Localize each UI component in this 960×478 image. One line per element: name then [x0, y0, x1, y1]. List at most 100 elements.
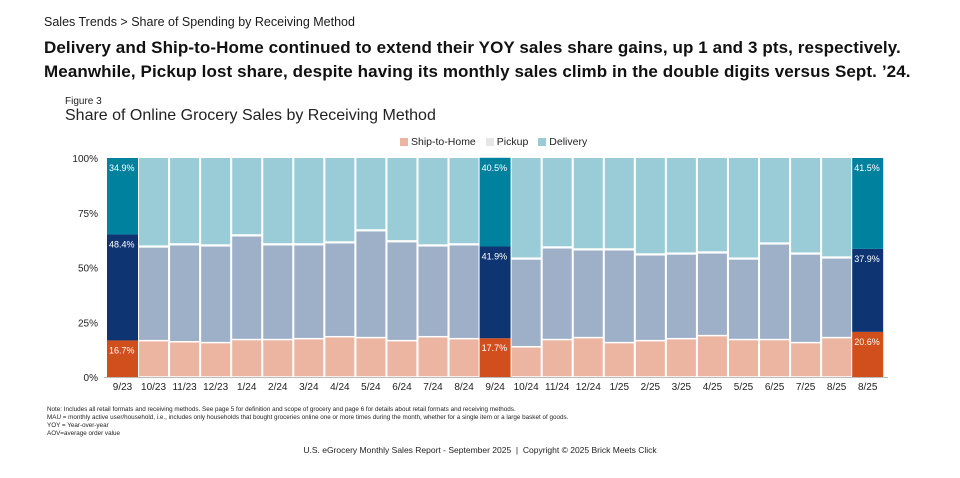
bar-segment-pickup — [573, 250, 603, 337]
bar-segment-delivery — [170, 158, 200, 244]
bar-segment-ship-to-home — [511, 347, 541, 377]
bar-segment-ship-to-home — [263, 340, 293, 377]
bar-segment-pickup — [418, 246, 448, 336]
bar-segment-pickup — [852, 248, 884, 332]
bar-segment-pickup — [325, 243, 355, 336]
x-tick-label: 1/24 — [237, 382, 257, 393]
bar-segment-ship-to-home — [325, 337, 355, 377]
legend-swatch-pickup — [485, 138, 494, 146]
bar-segment-ship-to-home — [449, 339, 479, 377]
x-tick-label: 11/24 — [545, 382, 570, 393]
x-tick-label: 11/23 — [172, 382, 197, 393]
x-tick-label: 3/24 — [299, 382, 319, 393]
bar-segment-ship-to-home — [604, 343, 634, 377]
x-tick-label: 7/25 — [796, 382, 816, 393]
bar-segment-delivery — [325, 158, 355, 242]
bar-segment-ship-to-home — [387, 341, 417, 377]
bar-segment-delivery — [479, 157, 511, 247]
bar-segment-ship-to-home — [852, 331, 884, 377]
y-tick-label: 100% — [72, 154, 98, 165]
bar-segment-pickup — [511, 259, 541, 347]
legend-item-delivery: Delivery — [538, 136, 587, 148]
bar-segment-pickup — [232, 236, 262, 339]
bar-segment-ship-to-home — [573, 338, 603, 377]
bar-segment-delivery — [791, 158, 821, 253]
bar-segment-delivery — [697, 158, 727, 252]
data-label-pickup: 41.9% — [482, 251, 508, 261]
x-tick-label: 1/25 — [610, 382, 630, 393]
y-tick-label: 75% — [78, 209, 98, 220]
bar-segment-pickup — [729, 259, 758, 339]
bar-segment-pickup — [635, 255, 665, 340]
bar-segment-delivery — [201, 158, 231, 245]
x-tick-label: 6/25 — [765, 382, 785, 393]
x-tick-label: 12/24 — [576, 382, 601, 393]
bar-segment-delivery — [822, 158, 852, 257]
data-label-ship-to-home: 17.7% — [482, 343, 508, 353]
bar-segment-pickup — [760, 244, 790, 339]
bar-segment-pickup — [356, 231, 386, 337]
bar-segment-delivery — [418, 158, 448, 245]
bar-segment-delivery — [107, 158, 138, 235]
bar-segment-ship-to-home — [139, 341, 169, 377]
bar-segment-ship-to-home — [479, 338, 511, 377]
x-tick-label: 10/24 — [514, 382, 539, 393]
legend-label-delivery: Delivery — [549, 136, 588, 148]
headline: Delivery and Ship-to-Home continued to e… — [44, 36, 954, 84]
data-label-ship-to-home: 16.7% — [109, 345, 135, 355]
y-tick-label: 25% — [78, 318, 98, 329]
bar-segment-ship-to-home — [760, 340, 790, 377]
data-label-delivery: 34.9% — [109, 163, 135, 173]
bar-segment-delivery — [852, 158, 884, 249]
x-tick-label: 8/25 — [858, 382, 878, 393]
x-tick-label: 3/25 — [672, 382, 692, 393]
footnotes: Note: Includes all retail formats and re… — [47, 406, 568, 438]
bar-segment-ship-to-home — [294, 339, 324, 377]
x-tick-label: 8/25 — [827, 382, 847, 393]
chart-legend: Ship-to-Home Pickup Delivery — [400, 136, 587, 148]
bar-segment-delivery — [666, 158, 696, 253]
bar-segment-delivery — [542, 158, 572, 247]
bar-segment-ship-to-home — [356, 338, 386, 377]
figure-label: Figure 3 — [65, 96, 102, 107]
bar-segment-ship-to-home — [791, 343, 821, 377]
bar-segment-delivery — [294, 158, 324, 244]
bar-segment-ship-to-home — [418, 337, 448, 377]
bar-segment-delivery — [511, 158, 541, 258]
bar-segment-delivery — [232, 158, 262, 235]
data-label-ship-to-home: 20.6% — [854, 337, 880, 347]
bar-segment-pickup — [604, 250, 634, 342]
bar-segment-ship-to-home — [666, 339, 696, 377]
bar-segment-delivery — [729, 158, 758, 258]
note-line: MAU = monthly active user/household, i.e… — [47, 414, 569, 421]
bar-segment-pickup — [666, 254, 696, 338]
bar-segment-ship-to-home — [697, 336, 727, 377]
x-tick-label: 2/24 — [268, 382, 288, 393]
bar-segment-pickup — [263, 245, 293, 339]
x-tick-label: 12/23 — [203, 382, 228, 393]
x-tick-label: 5/24 — [361, 382, 381, 393]
legend-swatch-ship-to-home — [400, 138, 408, 146]
headline-line-1: Delivery and Ship-to-Home continued to e… — [44, 38, 901, 57]
x-tick-label: 9/23 — [113, 382, 133, 393]
figure-title: Share of Online Grocery Sales by Receivi… — [65, 107, 436, 124]
x-tick-label: 4/24 — [330, 382, 350, 393]
headline-line-2: Meanwhile, Pickup lost share, despite ha… — [44, 62, 911, 81]
bar-segment-delivery — [604, 158, 634, 249]
stacked-bar-chart: 0% 25% 50% 75% 100% 9/23 10/23 11/23 12/23 1/24 2/… — [72, 154, 888, 393]
bar-segment-ship-to-home — [822, 338, 852, 377]
bar-segment-delivery — [635, 158, 665, 254]
x-tick-label: 6/24 — [392, 382, 412, 393]
legend-item-ship-to-home: Ship-to-Home — [400, 136, 476, 148]
bar-segment-delivery — [760, 158, 790, 243]
bar-segment-ship-to-home — [542, 340, 572, 377]
legend-swatch-delivery — [538, 138, 547, 146]
bar-segment-pickup — [387, 242, 417, 340]
x-tick-label: 10/23 — [141, 382, 166, 393]
legend-label-pickup: Pickup — [496, 136, 529, 148]
data-label-delivery: 40.5% — [482, 163, 508, 173]
bar-segment-pickup — [697, 253, 727, 335]
bar-segment-pickup — [791, 254, 821, 342]
legend-label-ship-to-home: Ship-to-Home — [411, 136, 476, 148]
bar-segment-ship-to-home — [201, 343, 231, 377]
